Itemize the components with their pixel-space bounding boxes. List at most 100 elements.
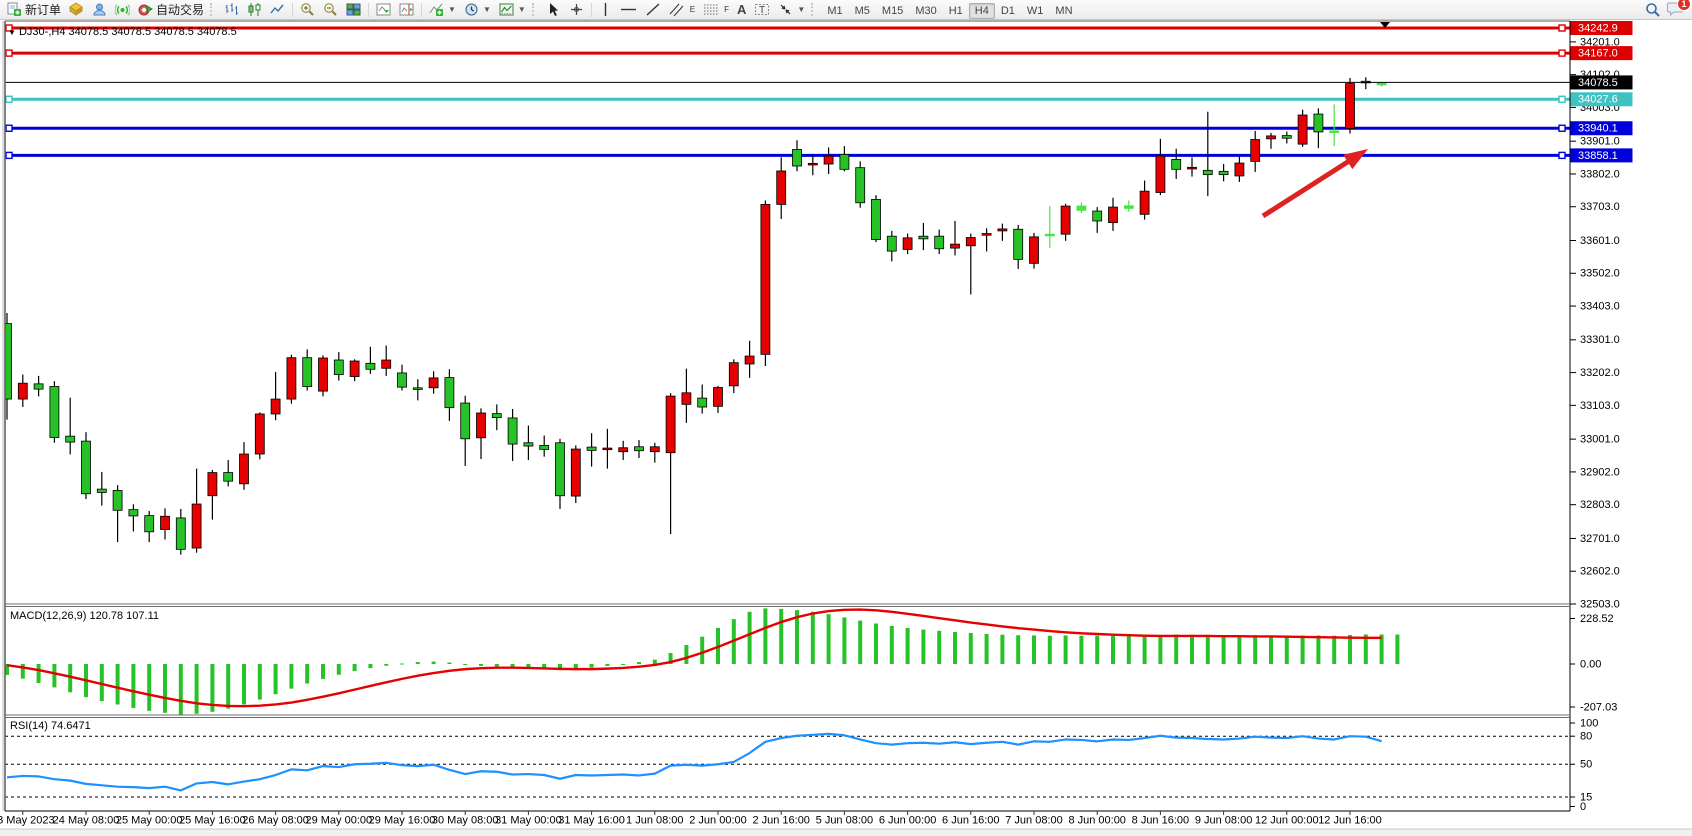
trend-arrow-head[interactable] [1343,149,1368,170]
candle [1044,233,1055,237]
crosshair-button[interactable] [565,0,588,19]
toolbar-separator [368,2,370,17]
macd-histogram-bar [984,634,989,664]
line-handle[interactable] [1558,151,1566,160]
time-axis-label: 31 May 00:00 [495,814,562,826]
macd-histogram-bar [652,659,657,664]
price-axis-label: 33001.0 [1580,434,1620,446]
tf-button-M1[interactable]: M1 [827,4,843,17]
line-handle[interactable] [1558,24,1566,32]
price-axis-label: 33703.0 [1580,201,1620,213]
candle [1123,205,1134,209]
macd-histogram-bar [1205,635,1210,664]
candle [5,323,12,400]
horizontal-line-button[interactable] [616,0,641,19]
indicators-button[interactable]: ▼ [425,0,460,19]
signals-button[interactable] [111,0,134,19]
line-handle[interactable] [1558,49,1566,57]
new-order-button[interactable]: 新订单 [3,0,65,19]
trend-arrow-shaft[interactable] [1261,153,1360,219]
chart-shift-button[interactable] [395,0,418,19]
macd-histogram-bar [336,664,341,675]
rsi-axis-label: 80 [1580,731,1592,743]
time-axis-label: 30 May 08:00 [432,814,499,826]
candle [412,387,423,390]
zoom-in-button[interactable] [296,0,319,19]
line-chart-button[interactable] [266,0,289,19]
templates-button[interactable]: ▼ [495,0,530,19]
macd-histogram-bar [1190,634,1194,664]
macd-histogram-bar [874,623,878,664]
bar-chart-button[interactable] [220,0,243,19]
price-axis-flag [1570,46,1633,61]
chart-canvas[interactable]: 34201.034102.034003.033901.033802.033703… [0,20,1692,836]
macd-histogram-bar [273,664,278,695]
chart-shift-marker[interactable] [1380,22,1390,28]
channel-letter: E [689,5,696,14]
equidistant-channel-button[interactable]: E [665,0,699,19]
cursor-button[interactable] [542,0,565,19]
candle [697,397,708,408]
tf-button-D1[interactable]: D1 [1000,4,1015,17]
macd-histogram-bar [968,633,973,664]
line-handle[interactable] [5,124,13,132]
auto-trading-icon [138,4,153,16]
auto-scroll-button[interactable] [372,0,395,19]
macd-histogram-bar [479,664,483,666]
macd-histogram-bar [779,608,784,664]
candle [1029,236,1039,264]
candlestick-button[interactable] [243,0,266,19]
chart-window: 34201.0 34102.0 34003.0 33901.0 33802.0 33703… [0,20,1692,836]
line-handle[interactable] [5,24,13,32]
time-axis-label: 8 Jun 16:00 [1132,814,1190,826]
macd-axis-label: 0.00 [1580,658,1601,670]
tf-button-H4[interactable]: H4 [968,2,995,19]
candle [428,377,439,389]
tf-button-W1[interactable]: W1 [1026,4,1044,17]
candle [191,503,202,549]
tf-button-M15[interactable]: M15 [881,4,904,17]
macd-histogram-bar [510,664,515,668]
market-button[interactable] [65,0,88,19]
line-handle[interactable] [5,49,13,57]
tf-button-H1[interactable]: H1 [948,4,963,17]
tf-button-M30[interactable]: M30 [915,4,937,17]
periods-button[interactable]: ▼ [460,0,495,19]
macd-histogram-bar [242,664,246,705]
candle [381,359,392,369]
macd-histogram-bar [826,614,831,664]
rsi-axis-label: 0 [1580,801,1586,813]
candle [207,472,218,497]
line-handle[interactable] [1558,95,1566,103]
zoom-out-button[interactable] [319,0,342,19]
time-axis-label: 31 May 16:00 [558,814,625,826]
price-axis-label: 32503.0 [1580,598,1620,610]
text-label-button[interactable]: T [750,0,774,19]
line-handle[interactable] [5,151,13,160]
trendline-button[interactable] [641,0,665,19]
notifications-button[interactable]: 1 [1667,0,1691,19]
toolbar-grip [531,3,539,16]
macd-histogram-bar [178,664,183,715]
search-icon[interactable] [1645,2,1661,18]
price-axis-flag [1570,148,1633,163]
text-label-icon: T [755,4,770,16]
macd-histogram-bar [1284,635,1289,664]
community-button[interactable] [88,0,111,19]
candle [965,237,976,247]
vertical-line-button[interactable] [595,0,616,19]
price-axis-label: 33403.0 [1580,300,1620,312]
fibonacci-button[interactable]: F [699,0,733,19]
auto-trading-button[interactable]: 自动交易 [134,0,208,19]
line-handle[interactable] [5,95,13,103]
candle [460,402,471,440]
text-button[interactable]: A [733,0,750,19]
candle [112,490,123,511]
tile-windows-button[interactable] [342,0,365,19]
tf-button-MN[interactable]: MN [1055,4,1073,17]
tf-button-M5[interactable]: M5 [854,4,870,17]
candle [886,235,897,252]
arrows-button[interactable]: ▼ [774,0,809,19]
line-handle[interactable] [1558,124,1566,132]
candle [1266,135,1276,140]
